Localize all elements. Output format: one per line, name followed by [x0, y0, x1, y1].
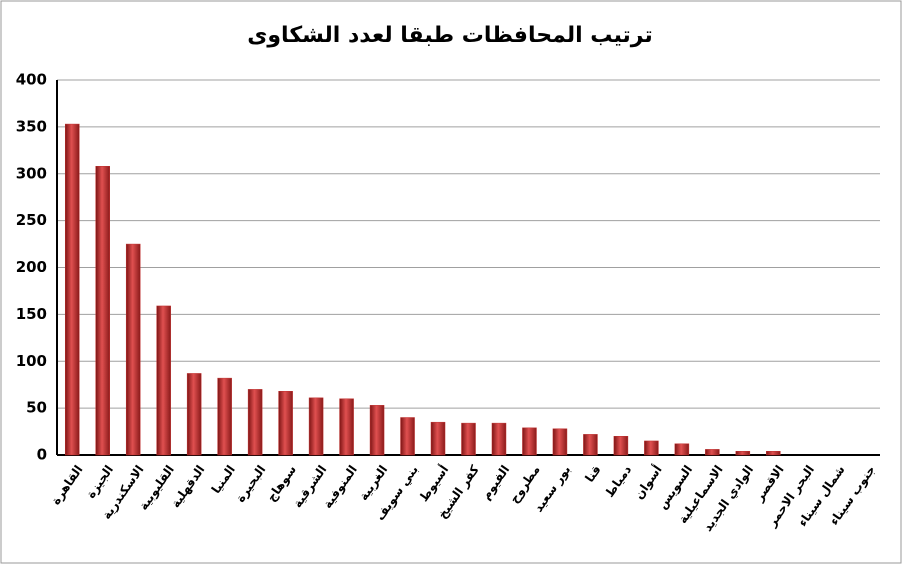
- y-tick-label: 350: [16, 117, 47, 135]
- y-tick-label: 250: [16, 211, 47, 229]
- y-tick-label: 400: [16, 71, 47, 89]
- bar: [735, 451, 751, 456]
- bar: [125, 243, 141, 456]
- y-tick-label: 200: [16, 258, 47, 276]
- bar: [461, 422, 476, 456]
- bar: [308, 397, 324, 456]
- y-tick-label: 50: [26, 399, 47, 417]
- bar: [217, 377, 232, 456]
- y-tick-label: 150: [16, 305, 47, 323]
- bar: [400, 417, 415, 456]
- bar: [369, 405, 385, 456]
- bar: [156, 305, 171, 456]
- bar: [522, 427, 537, 456]
- bar: [766, 451, 781, 456]
- bar: [186, 373, 202, 456]
- bar: [552, 428, 568, 456]
- y-tick-label: 100: [16, 352, 47, 370]
- bar: [491, 422, 507, 456]
- bar: [278, 391, 293, 456]
- bar: [430, 421, 446, 456]
- y-tick-label: 300: [16, 164, 47, 182]
- bar: [64, 123, 80, 456]
- bar: [613, 436, 629, 456]
- bar: [644, 440, 659, 456]
- bar: [95, 166, 110, 456]
- y-tick-label: 0: [37, 446, 47, 464]
- chart-title: ترتيب المحافظات طبقا لعدد الشكاوى: [247, 23, 653, 48]
- bar: [583, 434, 598, 456]
- bar: [339, 398, 354, 456]
- bar: [247, 389, 263, 456]
- bar: [674, 443, 690, 456]
- bar: [705, 449, 720, 456]
